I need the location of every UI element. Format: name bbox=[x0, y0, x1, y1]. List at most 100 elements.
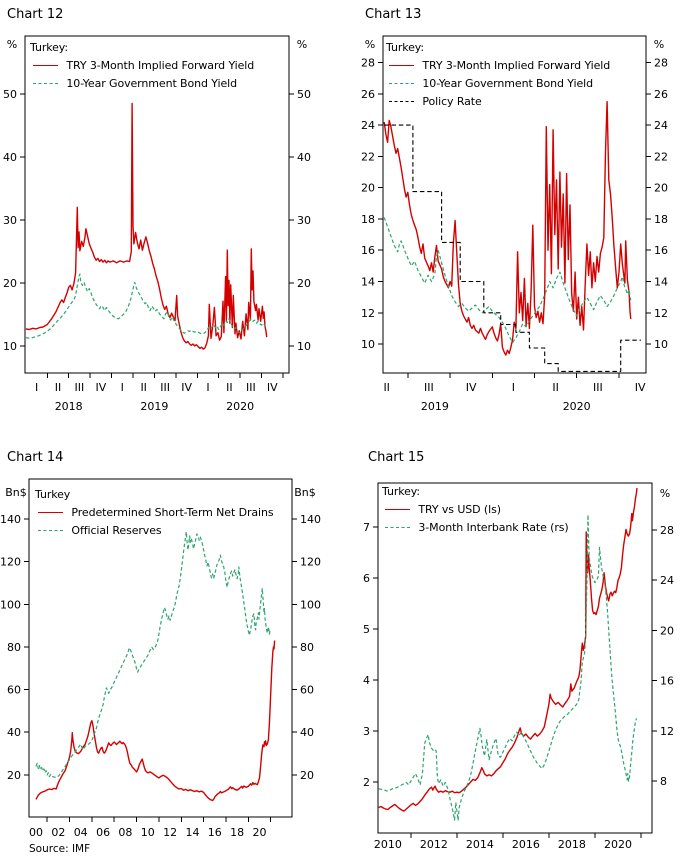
x-tick-label: 2010 bbox=[374, 838, 402, 851]
y-tick-label-right: 40 bbox=[297, 151, 311, 164]
x-tick-label: II bbox=[140, 381, 147, 394]
chart-14-title: Chart 14 bbox=[7, 450, 64, 465]
y-tick-label-right: 80 bbox=[300, 641, 314, 654]
x-tick-label: II bbox=[226, 381, 233, 394]
y-tick-label-left: 50 bbox=[3, 88, 17, 101]
series-line-0 bbox=[383, 100, 632, 356]
y-tick-label-left: 30 bbox=[3, 214, 17, 227]
x-tick-label: 02 bbox=[51, 826, 65, 839]
x-tick-label: I bbox=[121, 381, 124, 394]
axis-unit-right: % bbox=[297, 38, 307, 51]
chart-12-title: Chart 12 bbox=[7, 7, 64, 22]
y-tick-label-right: 16 bbox=[660, 675, 674, 688]
x-tick-label: 06 bbox=[96, 826, 110, 839]
x-tick-label: III bbox=[424, 381, 434, 394]
y-tick-label-right: 20 bbox=[654, 182, 668, 195]
x-tick-label: II bbox=[55, 381, 62, 394]
x-tick-label: 16 bbox=[208, 826, 222, 839]
x-tick-label: 04 bbox=[74, 826, 88, 839]
y-tick-label-right: 14 bbox=[654, 276, 668, 289]
y-tick-label-left: 6 bbox=[363, 572, 370, 585]
y-tick-label-left: 60 bbox=[7, 684, 21, 697]
y-tick-label-right: 100 bbox=[300, 598, 321, 611]
x-tick-label: IV bbox=[635, 381, 646, 394]
series-line-0 bbox=[35, 640, 276, 802]
y-tick-label-left: 12 bbox=[361, 307, 375, 320]
y-tick-label-right: 12 bbox=[654, 307, 668, 320]
y-tick-label-left: 120 bbox=[0, 556, 21, 569]
axis-unit-left: Bn$ bbox=[5, 486, 27, 499]
y-tick-label-left: 7 bbox=[363, 521, 370, 534]
y-tick-label-left: 22 bbox=[361, 150, 375, 163]
y-tick-label-right: 20 bbox=[660, 624, 674, 637]
x-tick-label: 12 bbox=[163, 826, 177, 839]
x-tick-label: 00 bbox=[29, 826, 43, 839]
axis-unit-right: Bn$ bbox=[294, 486, 316, 499]
y-tick-label-right: 140 bbox=[300, 513, 321, 526]
y-tick-label-left: 3 bbox=[363, 725, 370, 738]
y-tick-label-left: 26 bbox=[361, 88, 375, 101]
x-tick-label: I bbox=[206, 381, 209, 394]
y-tick-label-right: 24 bbox=[654, 119, 668, 132]
y-tick-label-right: 28 bbox=[660, 524, 674, 537]
series-line-1 bbox=[383, 217, 632, 344]
x-tick-label: 2012 bbox=[420, 838, 448, 851]
axis-unit-right: % bbox=[660, 487, 670, 500]
chart-13-title: Chart 13 bbox=[365, 7, 422, 22]
x-year-label: 2020 bbox=[226, 400, 254, 413]
x-tick-label: 18 bbox=[230, 826, 244, 839]
chart-13-panel: 10 12 14 16 18 20 22 24 26 28 10 12 14 16 18 20 22 24 26 28… bbox=[340, 0, 681, 440]
axis-unit-left: % bbox=[7, 38, 17, 51]
x-tick-label: II bbox=[383, 381, 390, 394]
plot-frame bbox=[24, 35, 290, 374]
axis-unit-left: % bbox=[365, 38, 375, 51]
y-tick-label-left: 28 bbox=[361, 57, 375, 70]
x-tick-label: I bbox=[35, 381, 38, 394]
axis-unit-right: % bbox=[654, 38, 664, 51]
y-tick-label-left: 40 bbox=[3, 151, 17, 164]
y-tick-label-left: 80 bbox=[7, 641, 21, 654]
plot-frame bbox=[382, 35, 647, 374]
chart-12-panel: 10 20 30 40 50 10 20 30 40 50 I II III IV I II III IV I II I… bbox=[0, 0, 340, 440]
y-tick-label-left: 20 bbox=[361, 182, 375, 195]
x-tick-label: 2016 bbox=[512, 838, 540, 851]
chart-15-panel: 2 3 4 5 6 7 8 12 16 20 24 28 2010 2012 2014 2016 2018 202… bbox=[340, 440, 681, 857]
chart-13-plot: 10 12 14 16 18 20 22 24 26 28 10 12 14 16 18 20 22 24 26 28… bbox=[361, 35, 668, 413]
chart-15-title: Chart 15 bbox=[368, 450, 425, 465]
y-tick-label-left: 18 bbox=[361, 213, 375, 226]
y-tick-label-right: 30 bbox=[297, 214, 311, 227]
source-note: Source: IMF bbox=[29, 843, 91, 855]
series-line-1 bbox=[378, 514, 637, 821]
y-tick-label-left: 40 bbox=[7, 726, 21, 739]
x-tick-label: III bbox=[593, 381, 603, 394]
y-tick-label-right: 18 bbox=[654, 213, 668, 226]
x-tick-label: 2018 bbox=[558, 838, 586, 851]
plot-frame bbox=[377, 482, 653, 834]
x-tick-label: III bbox=[246, 381, 256, 394]
x-tick-label: IV bbox=[96, 381, 107, 394]
y-tick-label-right: 8 bbox=[660, 775, 667, 788]
y-tick-label-right: 10 bbox=[297, 340, 311, 353]
series-line-1 bbox=[35, 531, 271, 778]
y-tick-label-right: 12 bbox=[660, 725, 674, 738]
y-tick-label-right: 10 bbox=[654, 338, 668, 351]
x-tick-label: 20 bbox=[253, 826, 267, 839]
x-tick-label: IV bbox=[466, 381, 477, 394]
chart-15-plot: 2 3 4 5 6 7 8 12 16 20 24 28 2010 2012 2014 2016 2018 202… bbox=[363, 482, 674, 851]
y-tick-label-left: 16 bbox=[361, 244, 375, 257]
x-tick-label: IV bbox=[267, 381, 278, 394]
y-tick-label-right: 22 bbox=[654, 150, 668, 163]
y-tick-label-left: 10 bbox=[3, 340, 17, 353]
x-year-label: 2018 bbox=[55, 400, 83, 413]
x-year-label: 2019 bbox=[421, 400, 449, 413]
y-tick-label-right: 40 bbox=[300, 726, 314, 739]
x-tick-label: III bbox=[160, 381, 170, 394]
x-year-label: 2019 bbox=[140, 400, 168, 413]
x-year-label: 2020 bbox=[563, 400, 591, 413]
y-tick-label-right: 16 bbox=[654, 244, 668, 257]
x-tick-label: II bbox=[552, 381, 559, 394]
y-tick-label-right: 26 bbox=[654, 88, 668, 101]
y-tick-label-left: 5 bbox=[363, 623, 370, 636]
